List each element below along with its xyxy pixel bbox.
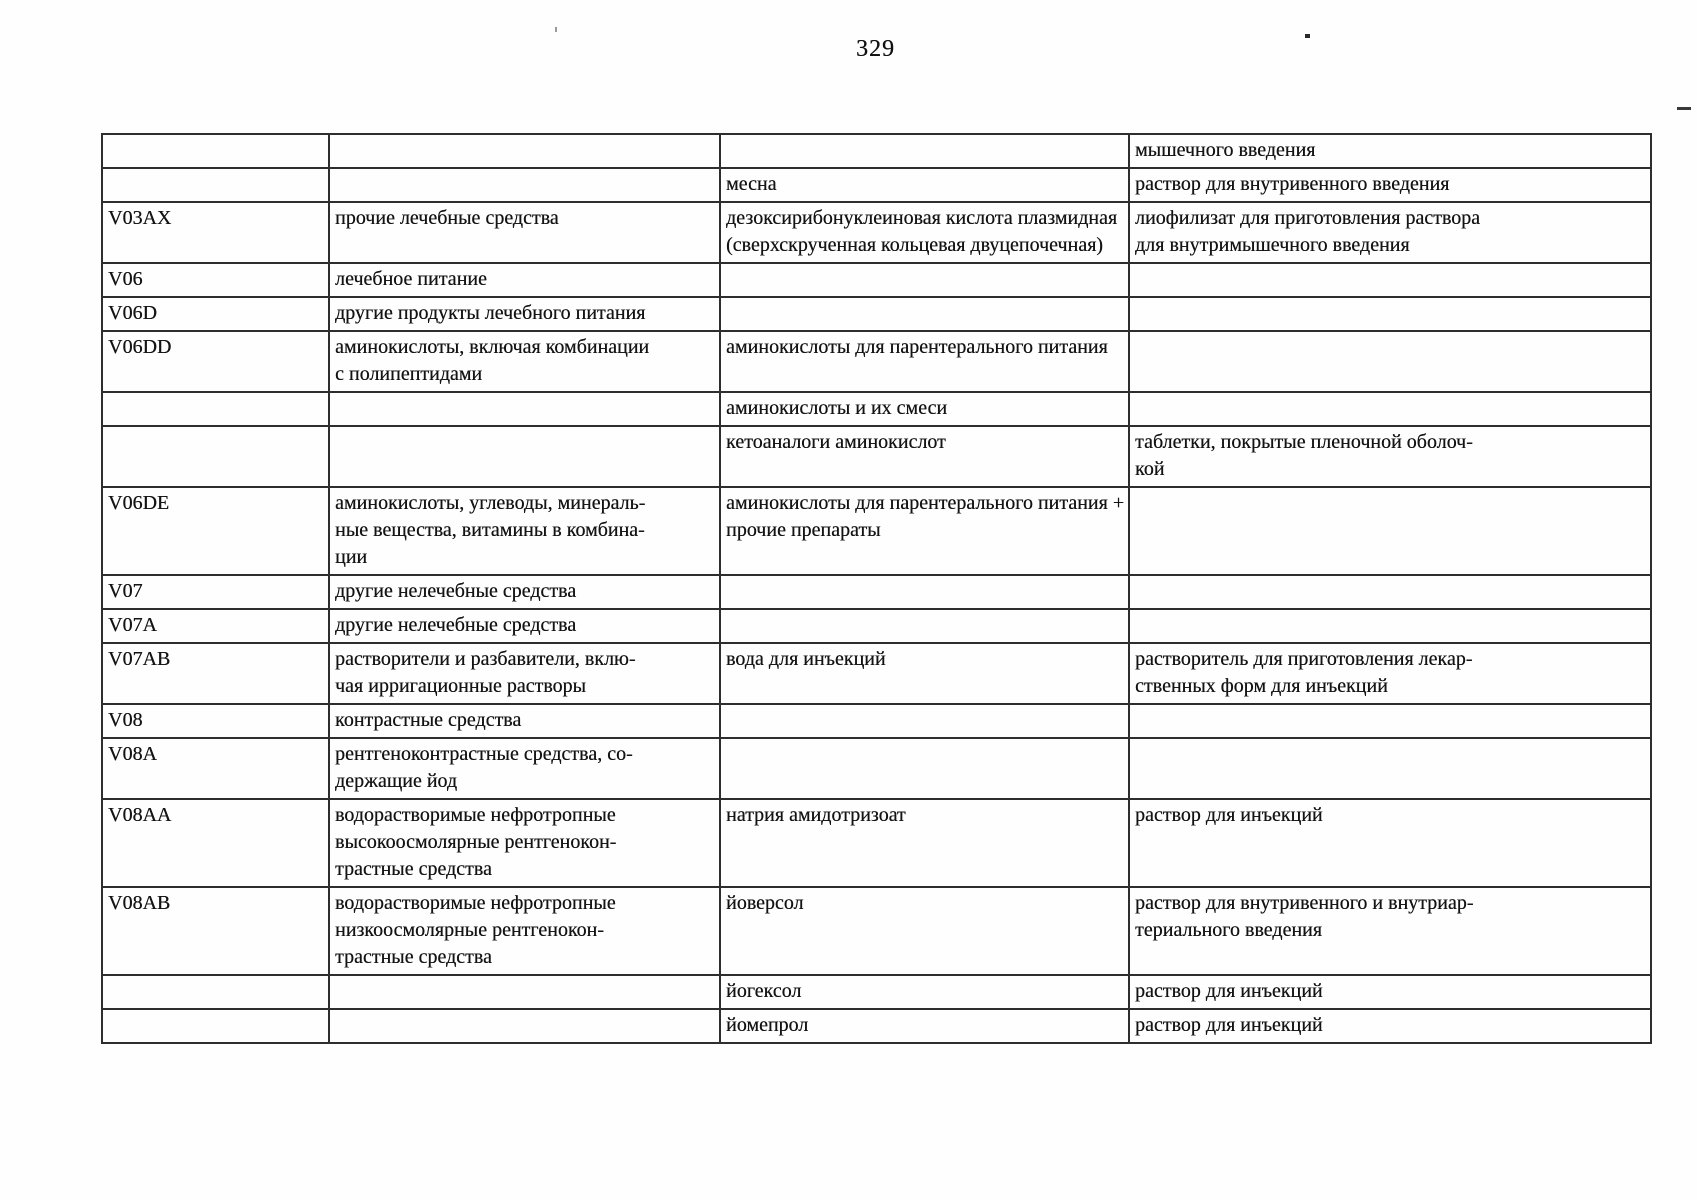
atc-group-cell: рентгеноконтрастные средства, со- держащ… (328, 737, 721, 800)
table-row: V06 лечебное питание (101, 262, 1652, 298)
atc-code-cell: V07 (101, 574, 330, 610)
dosage-form-cell (1128, 296, 1652, 332)
dosage-form-cell (1128, 330, 1652, 393)
dosage-form-cell: раствор для инъекций (1128, 798, 1652, 888)
inn-cell (719, 737, 1130, 800)
dosage-form-cell: раствор для внутривенного введения (1128, 167, 1652, 203)
atc-group-cell (328, 425, 721, 488)
inn-cell (719, 262, 1130, 298)
atc-code-cell (101, 425, 330, 488)
inn-cell: дезоксирибонуклеиновая кислота плазмидна… (719, 201, 1130, 264)
atc-code-cell: V06D (101, 296, 330, 332)
atc-code-cell: V03AX (101, 201, 330, 264)
atc-code-cell: V07A (101, 608, 330, 644)
table-row: V08AB водорастворимые нефротропные низкоо… (101, 886, 1652, 976)
atc-code-cell (101, 391, 330, 427)
table-row: V06DE аминокислоты, углеводы, минераль- н… (101, 486, 1652, 576)
table-row: V07AB растворители и разбавители, вклю- ч… (101, 642, 1652, 705)
table-row: V06DD аминокислоты, включая комбинации с … (101, 330, 1652, 393)
inn-cell (719, 703, 1130, 739)
table-row: V08AA водорастворимые нефротропные высоко… (101, 798, 1652, 888)
table-row: аминокислоты и их смеси (101, 391, 1652, 427)
page-number: 329 (856, 36, 895, 62)
scan-dash-artifact (1677, 107, 1691, 110)
inn-cell: йогексол (719, 974, 1130, 1010)
dosage-form-cell: лиофилизат для приготовления раствора дл… (1128, 201, 1652, 264)
atc-group-cell: водорастворимые нефротропные высокоосмол… (328, 798, 721, 888)
inn-cell (719, 133, 1130, 169)
atc-table-body: мышечного введения месна раствор для внутр… (101, 133, 1652, 1044)
dosage-form-cell (1128, 262, 1652, 298)
dosage-form-cell: таблетки, покрытые пленочной оболоч- кой (1128, 425, 1652, 488)
dosage-form-cell: раствор для внутривенного и внутриар- те… (1128, 886, 1652, 976)
dosage-form-cell: растворитель для приготовления лекар- ст… (1128, 642, 1652, 705)
table-row: V08 контрастные средства (101, 703, 1652, 739)
atc-group-cell: водорастворимые нефротропные низкоосмоля… (328, 886, 721, 976)
inn-cell: аминокислоты для парентерального питания (719, 330, 1130, 393)
inn-cell (719, 608, 1130, 644)
table-row: V07A другие нелечебные средства (101, 608, 1652, 644)
atc-code-cell (101, 167, 330, 203)
inn-cell: кетоаналоги аминокислот (719, 425, 1130, 488)
atc-group-cell: лечебное питание (328, 262, 721, 298)
table-row: кетоаналоги аминокислот таблетки, покрыты… (101, 425, 1652, 488)
atc-group-cell: контрастные средства (328, 703, 721, 739)
atc-code-cell (101, 974, 330, 1010)
inn-cell: йоверсол (719, 886, 1130, 976)
atc-code-cell: V06DD (101, 330, 330, 393)
table-row: йогексол раствор для инъекций (101, 974, 1652, 1010)
atc-group-cell: другие нелечебные средства (328, 574, 721, 610)
dosage-form-cell (1128, 703, 1652, 739)
inn-cell (719, 296, 1130, 332)
scan-speck (1305, 34, 1310, 38)
atc-group-cell (328, 133, 721, 169)
atc-code-cell: V06DE (101, 486, 330, 576)
atc-group-cell (328, 974, 721, 1010)
table-row: мышечного введения (101, 133, 1652, 169)
dosage-form-cell: раствор для инъекций (1128, 1008, 1652, 1044)
table-row: йомепрол раствор для инъекций (101, 1008, 1652, 1044)
table-row: V06D другие продукты лечебного питания (101, 296, 1652, 332)
atc-group-cell: растворители и разбавители, вклю- чая ир… (328, 642, 721, 705)
atc-code-cell (101, 1008, 330, 1044)
atc-classification-table: мышечного введения месна раствор для внутр… (101, 133, 1652, 1044)
atc-code-cell: V07AB (101, 642, 330, 705)
atc-group-cell: аминокислоты, включая комбинации с полип… (328, 330, 721, 393)
atc-group-cell: другие нелечебные средства (328, 608, 721, 644)
inn-cell: йомепрол (719, 1008, 1130, 1044)
atc-group-cell (328, 1008, 721, 1044)
inn-cell: натрия амидотризоат (719, 798, 1130, 888)
dosage-form-cell (1128, 608, 1652, 644)
inn-cell: аминокислоты и их смеси (719, 391, 1130, 427)
atc-code-cell: V06 (101, 262, 330, 298)
atc-code-cell: V08AB (101, 886, 330, 976)
dosage-form-cell (1128, 574, 1652, 610)
atc-code-cell: V08A (101, 737, 330, 800)
dosage-form-cell: раствор для инъекций (1128, 974, 1652, 1010)
atc-group-cell (328, 391, 721, 427)
atc-code-cell: V08AA (101, 798, 330, 888)
table-row: V08A рентгеноконтрастные средства, со- де… (101, 737, 1652, 800)
atc-code-cell: V08 (101, 703, 330, 739)
table-row: V07 другие нелечебные средства (101, 574, 1652, 610)
scan-speck (555, 27, 557, 32)
atc-group-cell (328, 167, 721, 203)
dosage-form-cell (1128, 737, 1652, 800)
table-row: месна раствор для внутривенного введения (101, 167, 1652, 203)
dosage-form-cell (1128, 486, 1652, 576)
inn-cell (719, 574, 1130, 610)
inn-cell: аминокислоты для парентерального питания… (719, 486, 1130, 576)
atc-group-cell: аминокислоты, углеводы, минераль- ные ве… (328, 486, 721, 576)
inn-cell: месна (719, 167, 1130, 203)
atc-code-cell (101, 133, 330, 169)
inn-cell: вода для инъекций (719, 642, 1130, 705)
dosage-form-cell (1128, 391, 1652, 427)
atc-group-cell: другие продукты лечебного питания (328, 296, 721, 332)
dosage-form-cell: мышечного введения (1128, 133, 1652, 169)
table-row: V03AX прочие лечебные средства дезоксирибо… (101, 201, 1652, 264)
atc-group-cell: прочие лечебные средства (328, 201, 721, 264)
